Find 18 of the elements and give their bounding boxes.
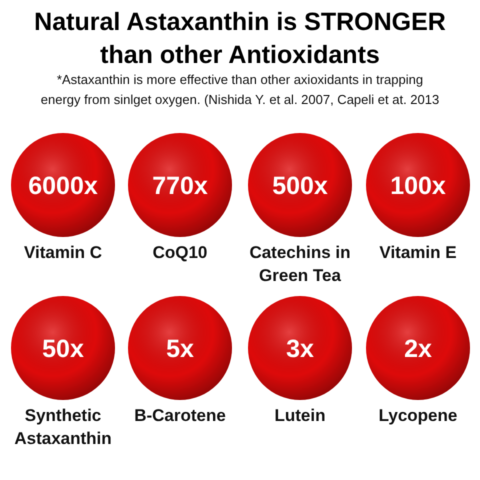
text: Natural Astaxanthin is STRONGER than other Antioxidants (34, 8, 446, 69)
category-label: Lycopene (378, 406, 458, 425)
category-label: Vitamin C (24, 243, 102, 262)
data-label: 6000x (28, 172, 98, 200)
category-label: Lutein (274, 406, 326, 425)
category-label: Catechins in Green Tea (249, 243, 351, 285)
category-label: CoQ10 (152, 243, 208, 262)
data-label: 2x (404, 335, 432, 363)
text: *Astaxanthin is more effective than other axioxidants in trapping energy from sinlget oxygen. (Nishida Y. et al. 2007, Capeli et at. 2013 (40, 72, 440, 107)
data-label: 5x (166, 335, 194, 363)
category-label: Vitamin E (379, 243, 457, 262)
data-label: 3x (286, 335, 314, 363)
data-label: 500x (272, 172, 328, 200)
category-label: B-Carotene (134, 406, 226, 425)
category-label: Synthetic Astaxanthin (14, 406, 112, 448)
data-label: 50x (42, 335, 84, 363)
data-label: 770x (152, 172, 208, 200)
data-label: 100x (390, 172, 446, 200)
